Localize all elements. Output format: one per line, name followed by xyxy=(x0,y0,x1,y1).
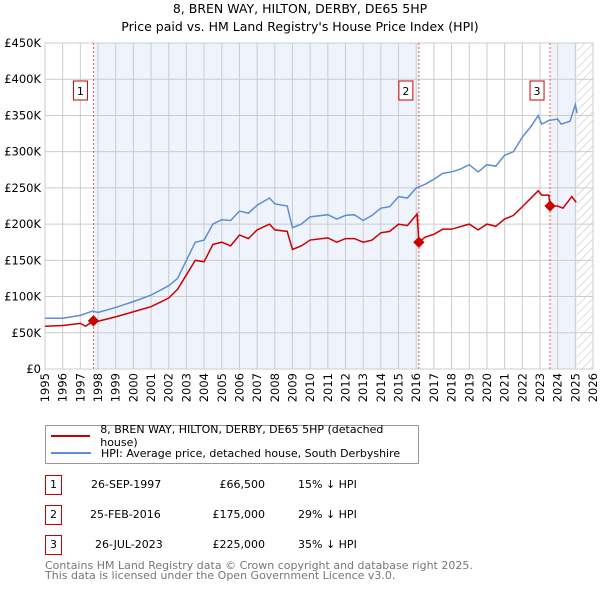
transaction-hpi-diff: 15% ↓ HPI xyxy=(298,478,357,491)
x-tick-label: 2025 xyxy=(568,373,582,402)
x-tick-label: 2006 xyxy=(232,373,246,402)
transaction-date: 26-SEP-1997 xyxy=(91,478,162,491)
footer-copyright: Contains HM Land Registry data © Crown c… xyxy=(45,559,473,572)
x-tick-label: 2019 xyxy=(462,373,476,402)
y-tick-label: £0 xyxy=(26,362,41,376)
x-tick-label: 1995 xyxy=(38,373,52,402)
x-tick-label: 2022 xyxy=(515,373,529,402)
transaction-hpi-diff: 35% ↓ HPI xyxy=(298,538,357,551)
y-tick-label: £200K xyxy=(4,217,41,231)
transaction-price: £66,500 xyxy=(219,478,266,491)
x-tick-label: 2000 xyxy=(126,373,140,402)
x-tick-label: 2023 xyxy=(533,373,547,402)
transaction-number: 1 xyxy=(45,475,62,495)
x-tick-label: 1997 xyxy=(73,373,87,402)
series-line xyxy=(44,189,577,328)
sale-label: 2 xyxy=(402,85,409,98)
y-tick-label: £100K xyxy=(4,290,41,304)
sale-label-box xyxy=(529,80,545,101)
x-tick-label: 2009 xyxy=(285,373,299,402)
x-tick-label: 2024 xyxy=(551,373,565,402)
x-tick-label: 1999 xyxy=(109,373,123,402)
y-tick-label: £250K xyxy=(4,181,41,195)
chart-title: 8, BREN WAY, HILTON, DERBY, DE65 5HP xyxy=(172,1,428,16)
x-tick-label: 2012 xyxy=(339,373,353,402)
plot-frame xyxy=(44,42,594,370)
sale-label: 1 xyxy=(77,85,84,98)
transaction-hpi-diff: 29% ↓ HPI xyxy=(298,508,357,521)
x-tick-label: 2003 xyxy=(179,373,193,402)
x-tick-label: 1998 xyxy=(91,373,105,402)
legend-label: HPI: Average price, detached house, Sout… xyxy=(101,446,401,460)
x-tick-label: 2013 xyxy=(356,373,370,402)
x-tick-label: 2017 xyxy=(427,373,441,402)
sale-label-box xyxy=(72,80,88,101)
y-tick-label: £350K xyxy=(4,108,41,122)
x-tick-label: 2026 xyxy=(586,373,600,402)
y-tick-label: £450K xyxy=(4,36,41,50)
x-tick-label: 2021 xyxy=(498,373,512,402)
transaction-price: £225,000 xyxy=(212,538,266,551)
x-tick-label: 2002 xyxy=(162,373,176,402)
x-tick-label: 1996 xyxy=(56,373,70,402)
y-tick-label: £50K xyxy=(12,326,42,340)
chart-subtitle: Price paid vs. HM Land Registry's House … xyxy=(121,19,479,34)
y-tick-label: £150K xyxy=(4,253,41,267)
transaction-date: 25-FEB-2016 xyxy=(90,508,161,521)
x-tick-label: 2016 xyxy=(409,373,423,402)
sale-label-box xyxy=(398,80,414,101)
x-tick-label: 2020 xyxy=(480,373,494,402)
legend-label: 8, BREN WAY, HILTON, DERBY, DE65 5HP (de… xyxy=(100,423,384,449)
series-line xyxy=(45,101,578,320)
legend-swatch xyxy=(51,435,91,437)
y-tick-label: £400K xyxy=(4,72,41,86)
legend-item-hpi: HPI: Average price, detached house, Sout… xyxy=(46,445,400,461)
footer-licence: This data is licensed under the Open Gov… xyxy=(45,569,396,582)
transaction-number: 3 xyxy=(45,535,62,555)
x-tick-label: 2007 xyxy=(250,373,264,402)
legend-item-property: 8, BREN WAY, HILTON, DERBY, DE65 5HP (de… xyxy=(46,423,418,449)
x-tick-label: 2001 xyxy=(144,373,158,402)
x-tick-label: 2015 xyxy=(392,373,406,402)
sale-label: 3 xyxy=(534,85,541,98)
legend: 8, BREN WAY, HILTON, DERBY, DE65 5HP (de… xyxy=(45,423,419,464)
price-chart: 1995 1996 1997 1998 1999 2000 2001 2002 2003 2004… xyxy=(4,36,600,402)
legend-swatch xyxy=(51,452,91,454)
sale-point xyxy=(544,200,556,212)
x-tick-label: 2005 xyxy=(215,373,229,402)
x-tick-label: 2008 xyxy=(268,373,282,402)
x-tick-label: 2011 xyxy=(321,373,335,402)
x-tick-label: 2018 xyxy=(445,373,459,402)
transaction-row: 1 26-SEP-1997 £66,500 15% ↓ HPI xyxy=(45,475,445,495)
x-tick-label: 2010 xyxy=(303,373,317,402)
x-tick-label: 2014 xyxy=(374,373,388,402)
transaction-row: 3 26-JUL-2023 £225,000 35% ↓ HPI xyxy=(45,535,445,555)
transaction-row: 2 25-FEB-2016 £175,000 29% ↓ HPI xyxy=(45,505,445,525)
x-tick-label: 2004 xyxy=(197,373,211,402)
transaction-price: £175,000 xyxy=(212,508,266,521)
forecast-hatch xyxy=(577,43,593,369)
y-tick-label: £300K xyxy=(4,145,41,159)
transaction-number: 2 xyxy=(45,505,62,525)
transaction-date: 26-JUL-2023 xyxy=(95,538,163,551)
sale-point xyxy=(413,236,425,248)
